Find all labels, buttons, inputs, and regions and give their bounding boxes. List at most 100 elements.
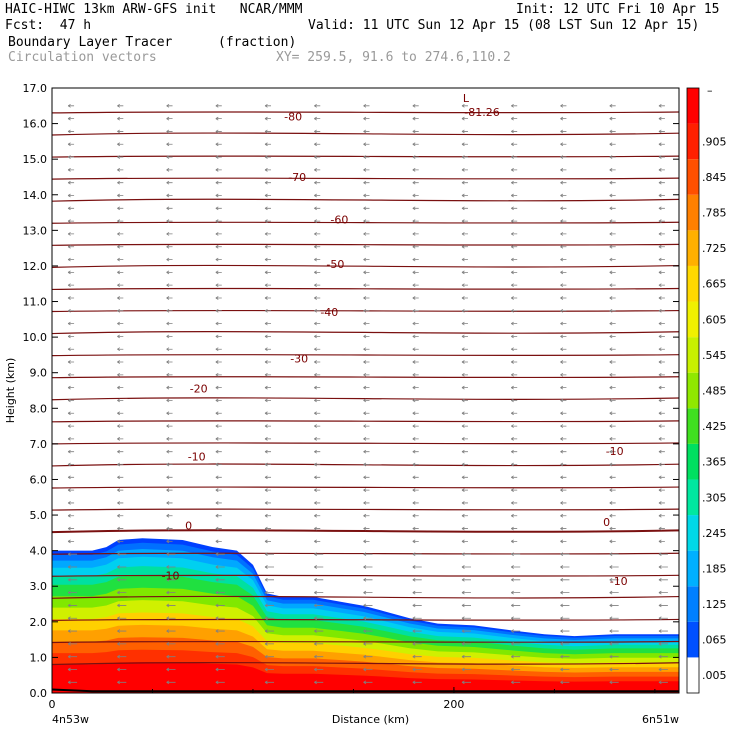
colorbar-swatch: [687, 301, 699, 338]
y-tick-label: 16.0: [23, 118, 48, 131]
circulation-vector: [314, 603, 324, 608]
circulation-vector: [560, 168, 567, 172]
circulation-vector: [412, 321, 419, 326]
circulation-vector: [609, 103, 616, 108]
circulation-vector: [560, 629, 570, 633]
circulation-vector: [560, 398, 567, 403]
circulation-vector: [314, 398, 321, 403]
circulation-vector: [215, 577, 225, 582]
temperature-contour: [52, 574, 679, 577]
circulation-vector: [117, 411, 124, 416]
circulation-vector: [166, 155, 173, 159]
circulation-vector: [67, 103, 75, 108]
circulation-vector: [510, 129, 518, 134]
circulation-vector: [166, 616, 176, 621]
header-forecast: Fcst: 47 h: [5, 18, 92, 33]
circulation-vector: [67, 629, 78, 633]
circulation-vector: [609, 296, 616, 300]
circulation-vector: [609, 155, 616, 159]
circulation-vector: [461, 257, 468, 262]
circulation-vector: [166, 501, 173, 505]
circulation-vector: [166, 603, 176, 608]
circulation-vector: [264, 552, 275, 557]
circulation-vector: [67, 642, 78, 646]
circulation-vector: [609, 283, 616, 288]
circulation-vector: [215, 168, 222, 172]
circulation-vector: [412, 129, 419, 134]
contour-min-marker: L: [463, 92, 470, 105]
circulation-vector: [67, 372, 75, 377]
circulation-vector: [67, 385, 75, 390]
circulation-vector: [117, 552, 127, 557]
circulation-vector: [117, 667, 127, 672]
circulation-vector: [510, 321, 518, 326]
circulation-vector: [314, 449, 321, 454]
circulation-vector: [658, 321, 665, 326]
circulation-vector: [609, 642, 619, 646]
circulation-vector: [67, 360, 75, 364]
circulation-vector: [412, 308, 419, 313]
circulation-vector: [658, 449, 665, 454]
circulation-vector: [510, 501, 518, 505]
circulation-vector: [264, 168, 272, 172]
circulation-vector: [461, 193, 468, 198]
circulation-vector: [67, 680, 78, 685]
circulation-vector: [166, 142, 173, 147]
circulation-vector: [461, 142, 468, 147]
circulation-vector: [412, 565, 422, 569]
circulation-vector: [363, 283, 370, 288]
circulation-vector: [215, 180, 222, 185]
circulation-vector: [314, 308, 321, 313]
circulation-vector: [67, 142, 75, 147]
circulation-vector: [510, 680, 521, 685]
circulation-vector: [560, 590, 570, 595]
circulation-vector: [658, 360, 665, 364]
contour-label: -10: [188, 450, 206, 463]
circulation-vector: [363, 168, 370, 172]
circulation-vector: [658, 577, 668, 582]
circulation-vector: [658, 629, 668, 633]
circulation-vector: [117, 385, 124, 390]
circulation-vector: [215, 449, 222, 454]
circulation-vector: [314, 372, 321, 377]
circulation-vector: [658, 334, 665, 339]
circulation-vector: [166, 437, 173, 441]
circulation-vector: [658, 244, 665, 249]
circulation-vector: [215, 424, 222, 428]
field-name: Boundary Layer Tracer: [8, 35, 173, 50]
circulation-vector: [412, 398, 419, 403]
circulation-vector: [67, 488, 75, 492]
circulation-vector: [117, 321, 124, 326]
circulation-vector: [264, 616, 275, 621]
circulation-vector: [658, 347, 665, 352]
circulation-vector: [215, 334, 222, 339]
circulation-vector: [510, 334, 518, 339]
circulation-vector: [363, 411, 370, 416]
circulation-vector: [264, 642, 275, 646]
circulation-vector: [412, 193, 419, 198]
circulation-vector: [363, 372, 370, 377]
circulation-vector: [117, 283, 124, 288]
circulation-vector: [412, 257, 419, 262]
colorbar-label: .485: [702, 385, 727, 398]
circulation-vector: [215, 296, 222, 300]
y-tick-label: 14.0: [23, 189, 48, 202]
circulation-vector: [560, 155, 567, 159]
circulation-vector: [510, 488, 518, 492]
circulation-vector: [461, 385, 468, 390]
contour-label: -70: [288, 171, 306, 184]
circulation-vector: [314, 552, 324, 557]
circulation-vector: [412, 603, 422, 608]
colorbar-label: .845: [702, 171, 727, 184]
circulation-vector: [314, 244, 321, 249]
circulation-vector: [264, 513, 272, 518]
circulation-vector: [215, 116, 222, 121]
colorbar-swatch: [687, 265, 699, 302]
colorbar-label: .725: [702, 242, 727, 255]
circulation-vector: [510, 193, 518, 198]
circulation-vector: [166, 488, 173, 492]
circulation-vector: [117, 232, 124, 236]
circulation-vector: [363, 360, 370, 364]
circulation-vector: [314, 680, 324, 685]
circulation-vector: [510, 437, 518, 441]
